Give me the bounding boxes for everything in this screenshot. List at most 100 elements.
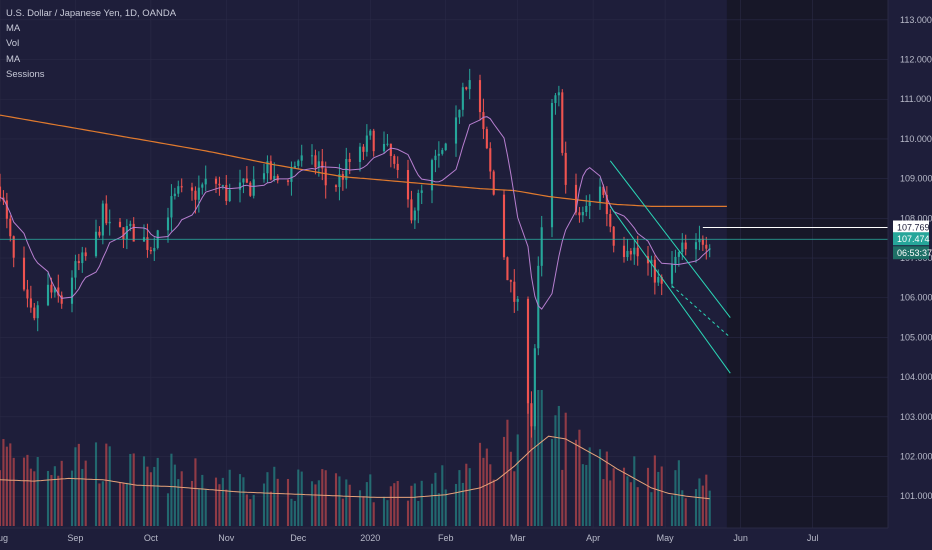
volume-bar [513,471,516,526]
y-tick-label: 109.000 [900,174,932,184]
candle-body [170,196,173,218]
candle-body [297,160,300,166]
candle-body [393,156,396,164]
x-tick-label: Mar [510,533,526,543]
volume-bar [341,498,344,526]
volume-bar [22,457,26,526]
candle-body [101,203,104,236]
y-tick-label: 101.000 [900,491,932,501]
candle-body [177,186,180,194]
volume-bar [540,390,543,526]
volume-bar [458,470,461,526]
candle-body [146,237,149,250]
volume-bar [561,469,564,526]
volume-bar [372,502,375,526]
legend-indicator-ma[interactable]: MA [6,23,21,35]
candle-body [238,182,242,190]
volume-bar [602,479,605,526]
volume-bar [386,500,389,526]
candle-body [434,155,437,161]
volume-bar [478,442,482,526]
time-axis[interactable]: Aug Sep Oct Nov Dec 2020 Feb Mar Apr May Jun Jul [0,533,818,543]
candle-body [653,259,656,283]
volume-bar [581,464,584,526]
candle-body [273,175,276,180]
candle-body [362,146,365,152]
candle-body [33,307,36,319]
volume-bar [348,484,351,526]
volume-bar [9,443,12,526]
candle-body [118,221,122,228]
volume-bar [170,453,173,526]
volume-bar [465,463,468,526]
volume-bar [650,492,653,526]
y-tick-label: 110.000 [900,134,932,144]
candle-body [489,148,492,172]
candle-body [36,305,39,319]
candle-body [465,87,468,90]
volume-bar [118,481,122,526]
legend-title[interactable]: U.S. Dollar / Japanese Yen, 1D, OANDA [6,8,177,19]
candle-body [382,143,386,152]
candle-body [598,186,602,202]
candle-body [290,168,293,182]
candle-body [410,199,413,221]
legend-indicator-ma-2[interactable]: MA [6,53,21,65]
candle-body [26,289,29,299]
candle-body [492,171,495,195]
volume-bar [149,472,152,526]
candle-body [228,189,231,202]
volume-bar [84,460,87,526]
candle-body [9,218,12,237]
volume-bar [657,471,660,526]
legend-indicator-vol[interactable]: Vol [6,38,20,50]
legend-indicator-sessions[interactable]: Sessions [6,68,45,80]
candle-body [324,168,327,186]
candle-body [53,287,56,293]
candle-body [74,261,77,278]
candle-body [705,244,708,249]
volume-bar [180,471,183,526]
volume-bar [324,470,327,526]
volume-bar [242,477,245,526]
x-tick-label: Aug [0,533,8,543]
volume-bar [509,451,512,526]
candle-body [221,185,224,187]
volume-bar [410,485,413,526]
candle-body [201,184,204,188]
candle-body [602,186,605,195]
volume-bar [46,470,50,526]
candle-body [50,284,53,293]
volume-bar [437,493,440,526]
candle-body [245,178,248,183]
volume-bar [554,415,557,526]
candle-body [396,163,399,171]
candle-body [660,276,663,284]
volume-bar [441,465,444,526]
high-marker-badge: 107.769 [893,220,930,234]
volume-bar [221,477,224,526]
candle-body [564,152,567,185]
volume-bar [26,454,29,526]
candle-body [29,298,32,308]
volume-bar [502,436,506,526]
candle-body [506,257,509,281]
candle-body [670,264,674,284]
volume-bar [358,490,362,526]
candle-body [0,186,2,198]
volume-bar [598,449,602,526]
candle-body [314,155,317,168]
price-badge: 107.474 [893,232,930,246]
volume-bar [489,464,492,526]
candle-body [694,242,698,250]
candle-body [242,178,245,183]
future-area [726,0,888,528]
volume-bar [262,483,266,526]
volume-bar [214,477,218,526]
volume-bar [506,419,509,526]
x-tick-label: 2020 [360,533,380,543]
volume-bars [0,390,711,526]
candle-body [468,80,471,90]
volume-bar [578,429,581,526]
